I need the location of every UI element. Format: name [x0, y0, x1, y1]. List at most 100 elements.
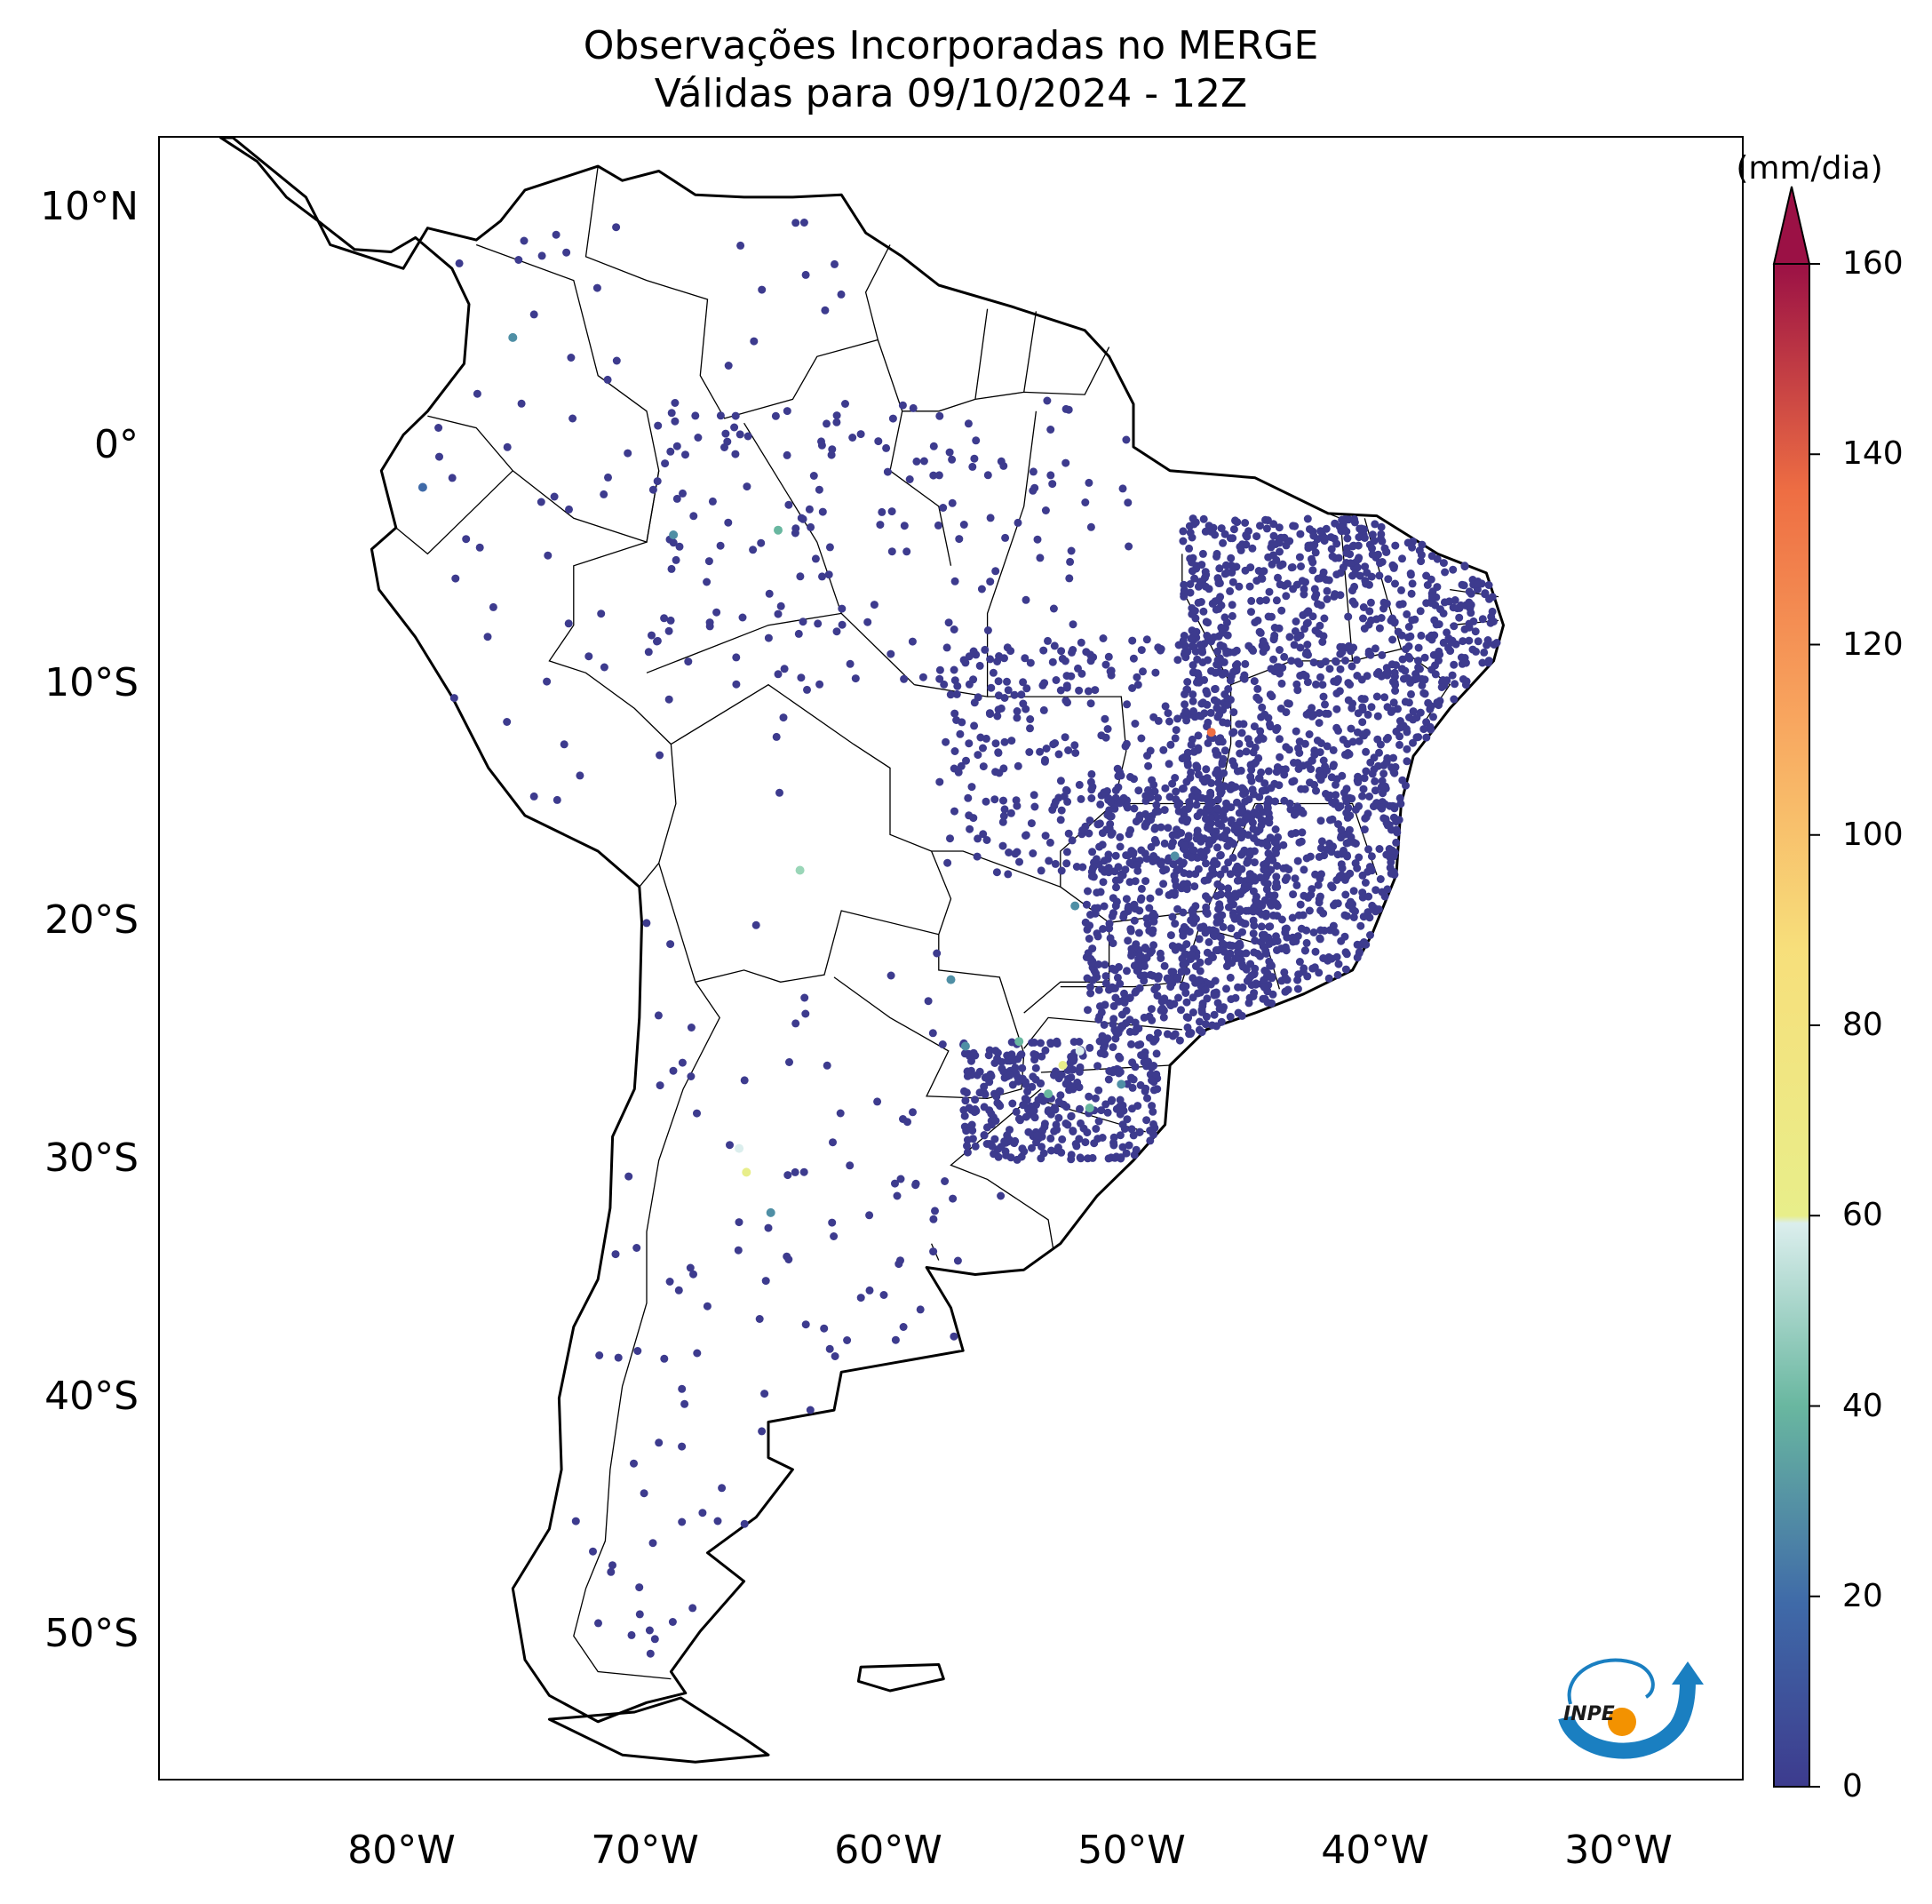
border-line	[1023, 311, 1038, 393]
station-dot	[1316, 934, 1324, 943]
station-dot	[1072, 863, 1081, 871]
station-dot	[1086, 777, 1095, 786]
station-dot	[1229, 840, 1238, 848]
station-dot	[1134, 928, 1143, 937]
station-dot	[992, 868, 1001, 877]
station-dot	[1284, 699, 1293, 708]
station-dot	[1305, 730, 1314, 738]
station-dot	[417, 482, 427, 492]
station-dot	[1264, 809, 1273, 817]
station-dot	[1039, 705, 1048, 714]
station-dot	[1006, 1153, 1015, 1162]
station-dot	[1182, 885, 1191, 894]
station-dot	[1364, 845, 1372, 854]
station-dot	[1131, 1027, 1140, 1036]
station-dot	[1057, 1148, 1066, 1157]
station-dot	[1293, 984, 1302, 993]
station-dot	[1353, 864, 1362, 872]
station-dot	[982, 1140, 991, 1148]
station-dot	[1137, 734, 1146, 743]
station-dot	[1325, 665, 1334, 673]
station-dot	[972, 436, 981, 445]
station-dot	[1052, 676, 1061, 684]
station-dot	[1376, 875, 1385, 883]
station-dot	[1331, 899, 1340, 908]
station-dot	[1359, 785, 1368, 793]
station-dot	[1460, 562, 1469, 570]
station-dot	[726, 1141, 734, 1150]
station-dot	[1056, 816, 1065, 825]
station-dot	[1323, 594, 1332, 603]
station-dot	[1108, 1095, 1117, 1104]
station-dot	[1006, 647, 1015, 656]
station-dot	[980, 1131, 989, 1139]
station-dot	[1331, 928, 1340, 936]
station-dot	[1289, 890, 1298, 899]
station-dot	[1269, 655, 1278, 664]
station-dot	[987, 683, 996, 692]
station-dot	[846, 659, 855, 668]
station-dot	[1084, 1006, 1092, 1015]
station-dot	[1194, 598, 1203, 607]
station-dot	[1371, 644, 1379, 653]
station-dot	[1403, 673, 1412, 682]
station-dot	[1109, 909, 1117, 918]
station-dot	[865, 1211, 874, 1220]
station-dot	[943, 858, 952, 867]
station-dot	[1064, 405, 1073, 414]
station-dot	[1192, 914, 1200, 923]
station-dot	[678, 1384, 687, 1393]
station-dot	[1117, 1079, 1126, 1089]
station-dot	[1290, 641, 1299, 649]
station-dot	[660, 1354, 669, 1363]
border-line	[833, 934, 1025, 1100]
station-dot	[873, 1097, 882, 1106]
station-dot	[1258, 786, 1267, 795]
station-dot	[1395, 793, 1404, 802]
station-dot	[1218, 939, 1227, 948]
station-dot	[1228, 611, 1236, 620]
station-dot	[1277, 606, 1286, 615]
station-dot	[791, 219, 800, 227]
station-dot	[687, 1072, 696, 1080]
station-dot	[1344, 679, 1353, 688]
station-dot	[1029, 467, 1038, 476]
station-dot	[681, 450, 689, 459]
station-dot	[1300, 625, 1308, 633]
station-dot	[974, 834, 982, 843]
station-dot	[686, 1263, 695, 1272]
map-panel[interactable]	[158, 136, 1744, 1781]
station-dot	[1194, 669, 1202, 678]
station-dot	[718, 1484, 727, 1493]
station-dot	[1224, 884, 1233, 893]
station-dot	[635, 1583, 644, 1592]
station-dot	[903, 1118, 911, 1127]
station-dot	[1124, 904, 1133, 912]
station-dot	[1251, 936, 1260, 945]
station-dot	[666, 940, 675, 949]
station-dot	[483, 633, 492, 641]
station-dot	[1028, 1082, 1037, 1091]
station-dot	[1158, 1004, 1167, 1013]
station-dot	[1422, 599, 1431, 608]
station-dot	[1069, 620, 1077, 629]
station-dot	[1273, 946, 1281, 954]
station-dot	[1228, 781, 1236, 790]
station-dot	[1061, 458, 1070, 467]
station-dot	[600, 490, 608, 498]
lat-tick-label: 10°S	[44, 659, 139, 705]
station-dot	[1356, 921, 1365, 930]
station-dot	[832, 418, 841, 426]
station-dot	[1199, 850, 1208, 859]
station-dot	[1189, 697, 1197, 705]
station-dot	[1450, 660, 1459, 669]
station-dot	[1114, 1029, 1123, 1038]
station-dot	[1094, 1086, 1103, 1095]
station-dot	[1256, 522, 1264, 530]
station-dot	[1007, 737, 1016, 745]
station-dot	[1320, 534, 1329, 543]
station-dot	[1098, 1134, 1107, 1142]
station-dot	[1273, 663, 1282, 672]
station-dot	[1316, 673, 1324, 681]
observation-points	[417, 219, 1501, 1658]
